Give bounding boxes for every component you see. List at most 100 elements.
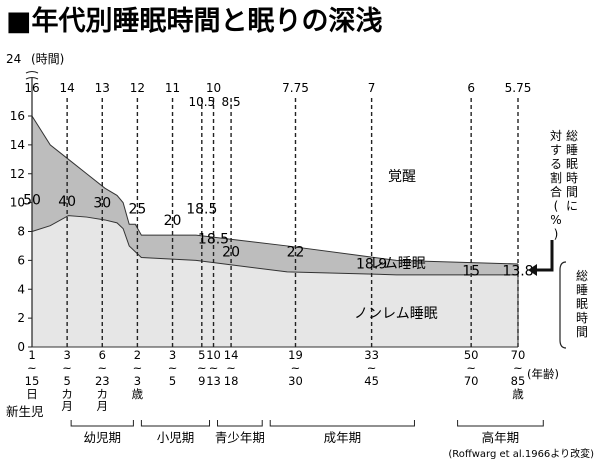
right-label-top: 対	[550, 129, 562, 143]
age-tick-to: 3	[134, 374, 141, 388]
age-tick-tilde: ~	[226, 361, 236, 375]
zone-nonrem-label: ノンレム睡眠	[354, 306, 438, 322]
age-tick-to: 5	[63, 374, 70, 388]
pointer-arrow	[536, 240, 554, 272]
right-label-top: 睡	[566, 143, 578, 157]
rem-percent-label: 30	[93, 196, 111, 212]
age-tick-tilde: ~	[27, 361, 37, 375]
age-tick-tilde: ~	[97, 361, 107, 375]
y-tick-label: 0	[17, 340, 25, 354]
age-tick-to: 9	[198, 374, 205, 388]
rem-percent-label: 18.9	[356, 256, 387, 272]
age-tick-to: 18	[224, 374, 239, 388]
age-tick-to: 23	[95, 374, 110, 388]
source-note: (Roffwarg et al.1966より改変)	[448, 447, 594, 460]
rem-percent-label: 20	[222, 245, 240, 261]
age-tick-tilde: ~	[291, 361, 301, 375]
age-tick-from: 50	[464, 348, 479, 362]
total-hours-label: 5.75	[505, 81, 532, 95]
age-tick-tilde: ~	[466, 361, 476, 375]
age-tick-to: 5	[169, 374, 176, 388]
age-tick-from: 1	[28, 348, 35, 362]
age-tick-suffix: 歳	[132, 387, 144, 401]
total-hours-label: 10.5	[188, 95, 215, 109]
right-label-bottom: 間	[576, 325, 588, 339]
age-tick-from: 70	[511, 348, 526, 362]
age-axis: 1~15日3~5カ月6~23カ月2~3歳3~55~910~1314~1819~3…	[25, 348, 559, 413]
right-label-top: 間	[566, 185, 578, 199]
y-tick-label: 14	[10, 138, 25, 152]
area-layer	[31, 115, 519, 348]
age-tick-suffix: 月	[97, 399, 109, 413]
group-bracket	[217, 420, 263, 427]
right-label-bottom: 総	[576, 269, 588, 283]
group-label: 新生児	[6, 404, 44, 419]
right-label-top: に	[566, 199, 578, 213]
age-tick-from: 3	[169, 348, 176, 362]
age-tick-suffix: カ	[97, 387, 109, 401]
age-tick-to: 15	[25, 374, 40, 388]
total-hours-label: 7.75	[282, 81, 309, 95]
group-label: 成年期	[324, 430, 362, 445]
rem-percent-label: 20	[164, 213, 182, 229]
right-label-top: )	[554, 227, 559, 241]
bracket	[559, 261, 567, 349]
rem-percent-label: 18.5	[186, 201, 217, 217]
title-block: ■年代別睡眠時間と眠りの深浅	[6, 5, 383, 37]
right-label-top: 合	[550, 184, 562, 199]
y-tick-label: 2	[17, 311, 25, 325]
age-tick-to: 30	[288, 374, 303, 388]
age-unit: (年齢)	[527, 367, 559, 381]
age-tick-suffix: 月	[61, 399, 73, 413]
nonrem-band	[32, 215, 518, 347]
group-label: 青少年期	[215, 430, 265, 445]
total-hours-label: 14	[59, 81, 74, 95]
right-label-top: 総	[566, 129, 578, 143]
age-tick-tilde: ~	[62, 361, 72, 375]
rem-percent-label: 18.5	[198, 232, 229, 248]
age-tick-from: 14	[224, 348, 239, 362]
right-label-bottom: 睡	[576, 283, 588, 297]
chart-title: ■年代別睡眠時間と眠りの深浅	[6, 5, 383, 37]
age-tick-from: 6	[99, 348, 106, 362]
right-label-top: 時	[566, 171, 578, 185]
y-tick-label: 16	[10, 109, 25, 123]
total-hours-label: 12	[130, 81, 145, 95]
age-tick-tilde: ~	[209, 361, 219, 375]
y-tick-label: 10	[10, 196, 25, 210]
age-tick-from: 33	[364, 348, 379, 362]
zone-rem-label: レム睡眠	[370, 256, 426, 272]
y-tick-label: 6	[17, 253, 25, 267]
right-label-bottom: 時	[576, 311, 588, 325]
axis-break-mark	[25, 71, 39, 80]
right-label-top: 割	[550, 170, 562, 185]
right-label-bottom: 眠	[576, 297, 588, 311]
rem-percent-label: 40	[58, 194, 76, 210]
age-tick-to: 70	[464, 374, 479, 388]
rem-percent-label: 15	[462, 263, 480, 279]
zone-awake-label: 覚醒	[388, 169, 416, 185]
total-hours-label: 10	[206, 81, 221, 95]
right-label-top: す	[550, 143, 562, 157]
y-tick-label: 8	[17, 225, 25, 239]
age-tick-from: 3	[63, 348, 70, 362]
age-tick-from: 5	[198, 348, 205, 362]
group-bracket	[140, 420, 211, 427]
age-tick-suffix: カ	[61, 387, 73, 401]
total-hours-label: 8.5	[222, 95, 241, 109]
total-hours-label: 6	[467, 81, 475, 95]
y-tick-label: 12	[10, 167, 25, 181]
rem-percent-label: 50	[23, 193, 41, 209]
total-hours-label: 11	[165, 81, 180, 95]
right-label-top: る	[550, 157, 562, 171]
group-bracket	[269, 420, 415, 427]
group-label: 小児期	[157, 430, 195, 445]
total-hours-label: 13	[95, 81, 110, 95]
age-tick-tilde: ~	[197, 361, 207, 375]
age-tick-suffix: 歳	[512, 387, 524, 401]
rem-percent-label: 22	[287, 245, 305, 261]
